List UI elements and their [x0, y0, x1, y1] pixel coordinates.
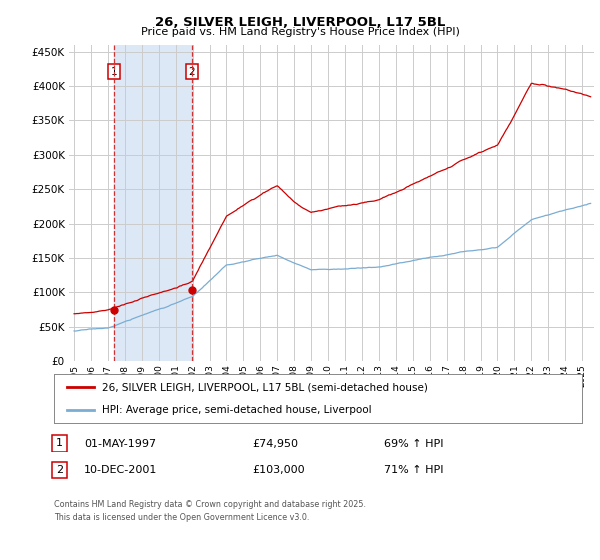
Text: 2: 2	[56, 465, 63, 475]
Text: 01-MAY-1997: 01-MAY-1997	[84, 438, 156, 449]
FancyBboxPatch shape	[52, 462, 67, 478]
Text: Price paid vs. HM Land Registry's House Price Index (HPI): Price paid vs. HM Land Registry's House …	[140, 27, 460, 37]
Text: HPI: Average price, semi-detached house, Liverpool: HPI: Average price, semi-detached house,…	[101, 405, 371, 415]
Text: Contains HM Land Registry data © Crown copyright and database right 2025.
This d: Contains HM Land Registry data © Crown c…	[54, 500, 366, 522]
Text: 71% ↑ HPI: 71% ↑ HPI	[384, 465, 443, 475]
Bar	[114, 45, 191, 361]
Text: 26, SILVER LEIGH, LIVERPOOL, L17 5BL (semi-detached house): 26, SILVER LEIGH, LIVERPOOL, L17 5BL (se…	[101, 382, 427, 393]
Text: £74,950: £74,950	[252, 438, 298, 449]
FancyBboxPatch shape	[52, 435, 67, 451]
Text: 1: 1	[56, 438, 63, 448]
Text: 26, SILVER LEIGH, LIVERPOOL, L17 5BL: 26, SILVER LEIGH, LIVERPOOL, L17 5BL	[155, 16, 445, 29]
Text: 69% ↑ HPI: 69% ↑ HPI	[384, 438, 443, 449]
Text: 10-DEC-2001: 10-DEC-2001	[84, 465, 157, 475]
Text: £103,000: £103,000	[252, 465, 305, 475]
Text: 2: 2	[188, 67, 195, 77]
Text: 1: 1	[111, 67, 118, 77]
